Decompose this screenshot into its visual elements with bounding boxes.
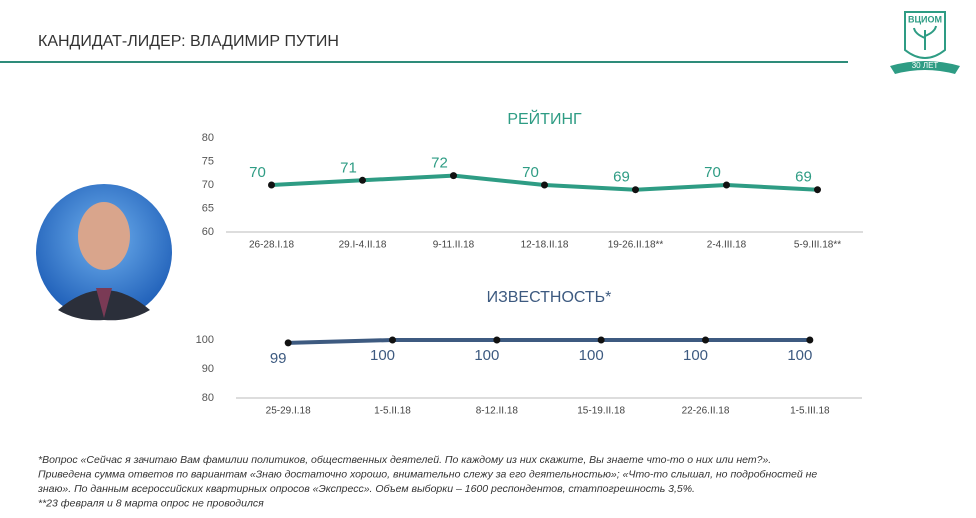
value-label: 100 xyxy=(579,347,604,364)
logo: ВЦИОМ 30 ЛЕТ xyxy=(890,11,960,74)
value-label: 69 xyxy=(613,169,630,186)
x-tick-label: 19-26.II.18** xyxy=(608,240,664,251)
footnote: Приведена сумма ответов по вариантам «Зн… xyxy=(38,469,817,481)
y-tick-label: 80 xyxy=(202,132,214,144)
series-line xyxy=(288,338,810,345)
data-point xyxy=(359,176,366,184)
portrait xyxy=(36,184,172,321)
data-point xyxy=(389,336,396,344)
y-tick-label: 90 xyxy=(202,363,214,375)
chart-title: РЕЙТИНГ xyxy=(507,109,582,128)
data-point xyxy=(541,181,548,189)
value-label: 100 xyxy=(370,347,395,364)
value-label: 70 xyxy=(249,164,266,181)
data-point xyxy=(814,186,821,194)
data-point xyxy=(450,172,457,180)
y-tick-label: 75 xyxy=(202,155,214,167)
y-tick-label: 100 xyxy=(196,334,214,346)
x-tick-label: 25-29.I.18 xyxy=(266,406,311,417)
data-point xyxy=(723,181,730,189)
x-tick-label: 5-9.III.18** xyxy=(794,240,841,251)
x-tick-label: 26-28.I.18 xyxy=(249,240,294,251)
y-tick-label: 60 xyxy=(202,226,214,238)
data-point xyxy=(806,336,814,344)
x-tick-label: 2-4.III.18 xyxy=(707,240,747,251)
value-label: 100 xyxy=(787,347,812,364)
data-point xyxy=(702,336,709,344)
x-tick-label: 29.I-4.II.18 xyxy=(339,240,387,251)
value-label: 72 xyxy=(431,155,448,172)
x-tick-label: 1-5.II.18 xyxy=(374,406,411,417)
value-label: 70 xyxy=(522,164,539,181)
x-tick-label: 15-19.II.18 xyxy=(577,406,625,417)
logo-name: ВЦИОМ xyxy=(908,14,942,24)
y-tick-label: 70 xyxy=(202,179,214,191)
footnote: **23 февраля и 8 марта опрос не проводил… xyxy=(38,498,264,510)
y-tick-label: 65 xyxy=(202,202,214,214)
y-tick-label: 80 xyxy=(202,392,214,404)
footnote: *Вопрос «Сейчас я зачитаю Вам фамилии по… xyxy=(38,454,771,466)
value-label: 69 xyxy=(795,169,812,186)
footnotes: *Вопрос «Сейчас я зачитаю Вам фамилии по… xyxy=(37,454,817,510)
x-tick-label: 8-12.II.18 xyxy=(476,406,519,417)
data-point xyxy=(632,186,639,194)
footnote: знаю». По данным всероссийских квартирны… xyxy=(37,483,695,495)
value-label: 100 xyxy=(474,347,499,364)
x-tick-label: 12-18.II.18 xyxy=(521,240,569,251)
x-tick-label: 22-26.II.18 xyxy=(682,406,730,417)
data-point xyxy=(284,339,292,347)
data-point xyxy=(268,181,275,189)
data-point xyxy=(493,336,501,344)
chart-title: ИЗВЕСТНОСТЬ* xyxy=(487,289,612,306)
x-tick-label: 9-11.II.18 xyxy=(433,240,475,251)
value-label: 99 xyxy=(270,350,287,367)
value-label: 70 xyxy=(704,164,721,181)
page-title: КАНДИДАТ-ЛИДЕР: ВЛАДИМИР ПУТИН xyxy=(38,33,339,50)
logo-anniversary: 30 ЛЕТ xyxy=(912,61,939,70)
value-label: 100 xyxy=(683,347,708,364)
value-label: 71 xyxy=(340,159,357,176)
x-tick-label: 1-5.III.18 xyxy=(790,406,830,417)
data-point xyxy=(597,336,605,344)
